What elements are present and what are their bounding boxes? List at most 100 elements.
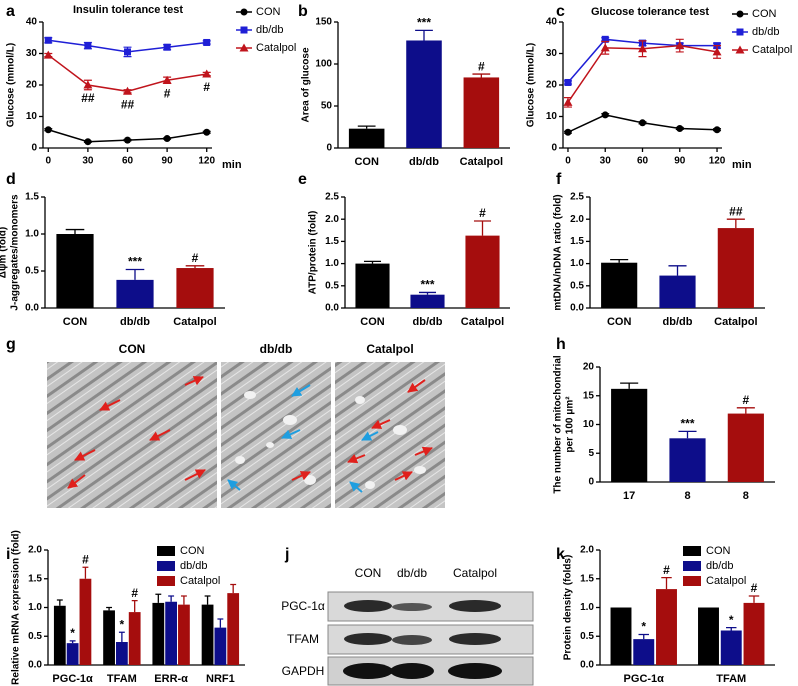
x-tick-label: Catalpol xyxy=(173,316,216,328)
error-bar xyxy=(736,407,755,414)
x-tick-label: 90 xyxy=(162,156,174,167)
marker xyxy=(44,126,52,134)
marker xyxy=(564,78,572,86)
y-tick-label: 30 xyxy=(26,48,38,59)
bar xyxy=(698,607,719,665)
y-tick-label: 1.0 xyxy=(25,229,39,240)
y-tick-label: 5 xyxy=(588,448,594,459)
y-axis-label: Glucose (mmol/L) xyxy=(526,43,537,127)
marker xyxy=(713,126,721,134)
bar xyxy=(465,235,500,308)
y-axis-label: Δψm (fold) xyxy=(0,227,9,278)
legend-swatch xyxy=(157,546,175,556)
panel-letter: k xyxy=(556,546,565,563)
bar xyxy=(633,639,655,665)
legend-swatch xyxy=(157,576,175,586)
x-tick-label: db/db xyxy=(409,156,439,168)
bar xyxy=(227,593,240,665)
marker xyxy=(239,43,249,52)
panel-letter: i xyxy=(6,546,10,563)
x-tick-label: CON xyxy=(354,156,379,168)
marker xyxy=(44,36,52,44)
significance-mark: * xyxy=(729,613,734,627)
bar xyxy=(611,388,648,482)
significance-mark: # xyxy=(478,59,485,73)
y-tick-label: 20 xyxy=(583,362,595,373)
panel-letter: a xyxy=(6,3,15,20)
blot-row-label: GAPDH xyxy=(282,664,325,678)
error-bar xyxy=(56,599,63,606)
error-bar xyxy=(204,595,211,605)
panel-letter: e xyxy=(298,171,307,188)
error-bar xyxy=(118,631,125,642)
y-tick-label: 10 xyxy=(546,111,558,122)
significance-mark: ## xyxy=(81,91,95,105)
significance-mark: * xyxy=(120,617,125,631)
series-line xyxy=(47,54,207,93)
blot-column-label: CON xyxy=(355,566,382,580)
y-tick-label: 0.5 xyxy=(25,266,39,277)
y-tick-label: 0 xyxy=(588,477,594,488)
error-bar xyxy=(726,626,737,631)
marker xyxy=(564,128,572,136)
bar xyxy=(176,268,214,308)
legend-label: Catalpol xyxy=(180,575,220,587)
micrographs: CON db/db Catalpol xyxy=(47,342,445,508)
legend-label: CON xyxy=(256,6,281,18)
x-tick-label: 8 xyxy=(743,490,749,502)
y-tick-label: 2.0 xyxy=(28,545,42,556)
bar xyxy=(214,627,227,665)
significance-mark: # xyxy=(742,393,749,407)
significance-mark: *** xyxy=(680,417,694,431)
marker xyxy=(601,111,609,119)
y-tick-label: 20 xyxy=(26,80,38,91)
panel-letter: j xyxy=(284,546,289,563)
y-tick-label: 0.5 xyxy=(325,280,339,291)
y-axis-label: J-aggregates/monomers xyxy=(10,194,21,311)
y-tick-label: 1.0 xyxy=(570,258,584,269)
y-axis-label: Relative mRNA expression (fold) xyxy=(11,530,22,685)
marker xyxy=(601,35,609,43)
x-tick-label: Catalpol xyxy=(714,316,757,328)
error-bar xyxy=(610,258,629,263)
x-tick-label: TFAM xyxy=(107,673,137,685)
marker xyxy=(240,8,248,16)
legend-label: db/db xyxy=(752,26,780,38)
y-tick-label: 30 xyxy=(546,48,558,59)
error-bar xyxy=(748,595,760,603)
marker xyxy=(124,136,131,144)
panel-letter: h xyxy=(556,336,566,353)
micrograph-label: db/db xyxy=(260,342,293,356)
bar xyxy=(659,275,696,308)
marker xyxy=(600,43,610,52)
error-bar xyxy=(472,73,491,78)
y-tick-label: 0 xyxy=(31,143,37,154)
y-tick-label: 1.5 xyxy=(28,573,42,584)
y-tick-label: 0.0 xyxy=(25,303,39,314)
error-bar xyxy=(620,382,639,389)
bar xyxy=(201,604,214,665)
micrograph-image xyxy=(47,362,217,508)
error-bar xyxy=(638,633,649,640)
y-tick-label: 1.0 xyxy=(325,258,339,269)
bar xyxy=(115,642,128,665)
bar xyxy=(178,604,190,665)
y-tick-label: 15 xyxy=(583,390,595,401)
legend-label: CON xyxy=(180,545,205,557)
marker xyxy=(639,119,646,127)
x-tick-label: db/db xyxy=(413,316,443,328)
x-tick-label: 60 xyxy=(637,156,649,167)
x-tick-label: PGC-1α xyxy=(52,673,93,685)
bar xyxy=(79,578,92,665)
x-tick-label: 30 xyxy=(600,156,612,167)
y-tick-label: 0.0 xyxy=(28,660,42,671)
x-tick-label: 30 xyxy=(82,156,94,167)
y-tick-label: 40 xyxy=(546,17,558,28)
y-axis-label: mtDNA/nDNA ratio (fold) xyxy=(553,194,564,310)
significance-mark: # xyxy=(131,586,138,600)
y-tick-label: 10 xyxy=(26,111,38,122)
bar xyxy=(656,589,677,665)
error-bar xyxy=(180,595,187,605)
marker xyxy=(163,135,171,143)
